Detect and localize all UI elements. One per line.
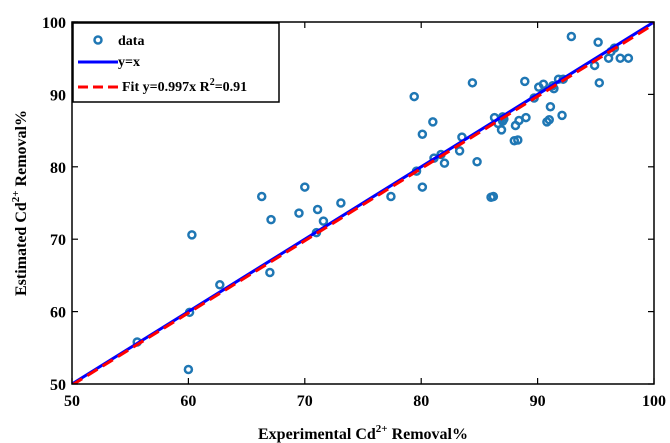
x-tick-label: 70 (297, 393, 313, 410)
legend-label-identity: y=x (118, 55, 140, 70)
y-tick-label: 80 (50, 160, 66, 177)
x-axis-title: Experimental Cd2+ Removal% (258, 423, 468, 443)
legend-marker-data (93, 35, 103, 45)
data-point (312, 204, 323, 215)
data-point (513, 135, 523, 145)
x-tick-label: 50 (64, 393, 80, 410)
data-point (409, 91, 419, 102)
data-point (417, 129, 428, 139)
data-point (454, 146, 465, 156)
data-point (439, 158, 450, 168)
data-point (538, 79, 549, 90)
data-point (520, 76, 530, 87)
data-point (183, 364, 194, 375)
data-point (544, 114, 554, 125)
data-point (266, 214, 276, 225)
legend-label-data: data (118, 34, 144, 49)
data-point (428, 117, 438, 127)
data-point (265, 267, 275, 278)
y-tick-label: 70 (50, 232, 66, 249)
data-point (521, 112, 531, 123)
plot-frame (71, 21, 655, 385)
data-point (623, 53, 634, 63)
data-point (300, 182, 310, 192)
data-point (256, 191, 267, 202)
data-point (187, 230, 197, 240)
legend-label-fit: Fit y=0.997x R2=0.91 (122, 77, 247, 95)
data-point (566, 31, 577, 42)
data-point (472, 156, 482, 167)
y-tick-label: 90 (50, 87, 66, 104)
data-point (336, 198, 346, 208)
x-tick-label: 60 (180, 393, 196, 410)
x-tick-label: 90 (530, 393, 546, 410)
y-axis-title: Estimated Cd2+ Removal% (10, 110, 30, 296)
data-point (318, 216, 329, 226)
x-tick-label: 100 (642, 393, 666, 410)
data-point (417, 182, 428, 192)
data-point (615, 53, 625, 63)
y-tick-label: 50 (50, 377, 66, 394)
data-point (589, 60, 600, 71)
data-point (215, 280, 225, 290)
legend: data y=x Fit y=0.997x R2=0.91 (72, 22, 280, 103)
data-point (496, 125, 507, 135)
data-point (594, 78, 605, 88)
x-tick-label: 80 (413, 393, 429, 410)
fit-line (72, 22, 654, 384)
y-tick-label: 60 (50, 305, 66, 322)
data-point (386, 191, 396, 202)
data-point (593, 37, 603, 48)
data-point (488, 191, 499, 202)
data-point (294, 208, 304, 218)
data-point (545, 101, 556, 112)
data-point (467, 78, 478, 88)
legend-box (72, 22, 280, 103)
data-point (557, 110, 567, 121)
y-tick-label: 100 (42, 15, 66, 32)
